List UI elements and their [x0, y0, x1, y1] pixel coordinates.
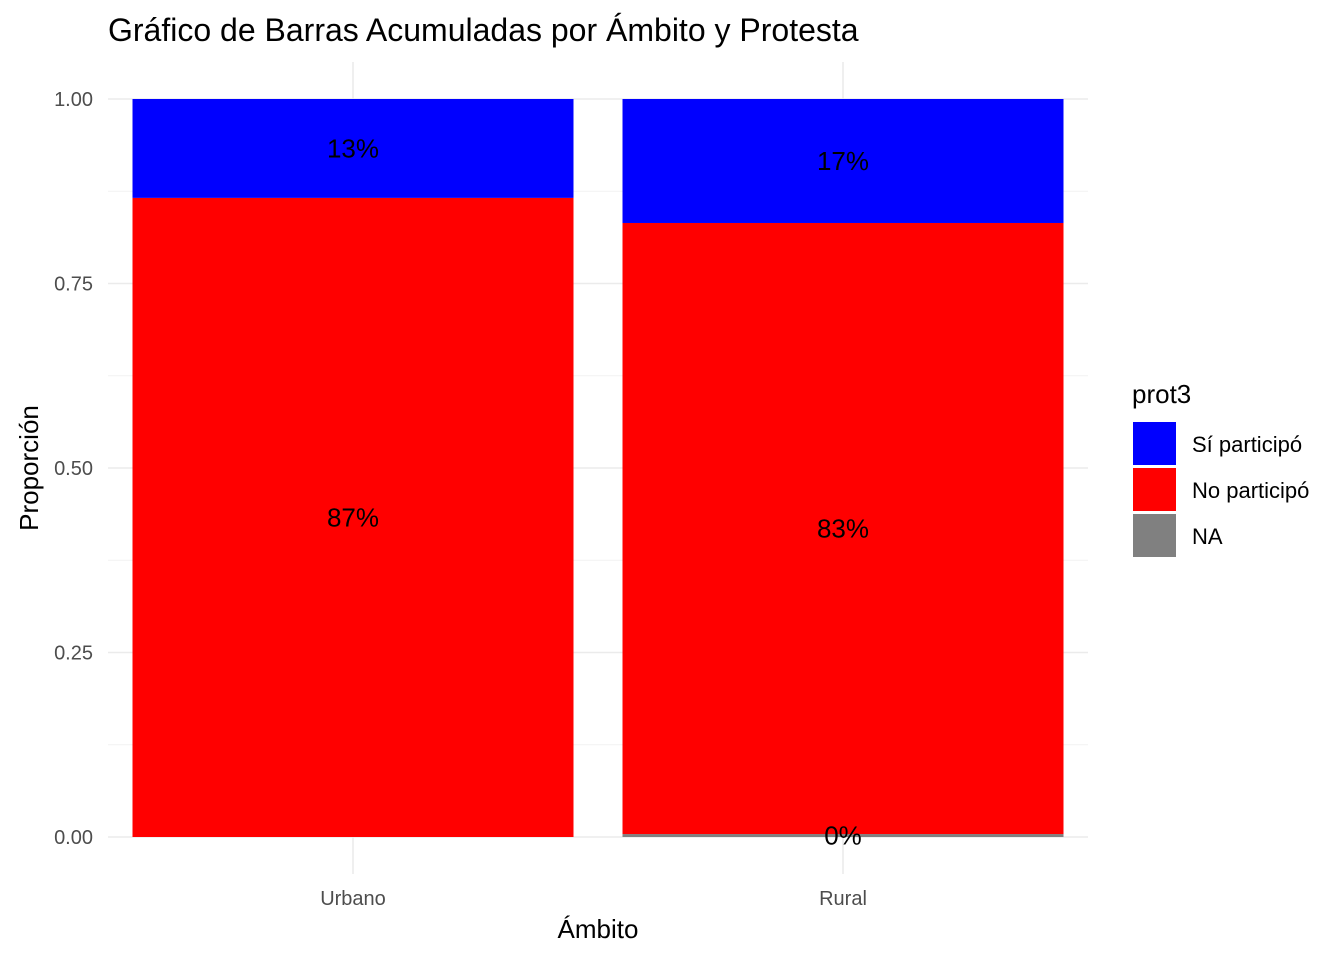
legend-label: No participó [1192, 478, 1309, 503]
legend: prot3 Sí participó No participó NA [1132, 379, 1309, 557]
legend-key [1133, 514, 1176, 557]
legend-key [1133, 468, 1176, 511]
y-axis: 0.00 0.25 0.50 0.75 1.00 [54, 89, 93, 849]
data-label: 13% [327, 133, 379, 163]
y-tick-label: 1.00 [54, 89, 93, 111]
data-label: 87% [327, 502, 379, 532]
y-tick-label: 0.50 [54, 458, 93, 480]
x-axis: Urbano Rural [320, 888, 867, 910]
legend-label: NA [1192, 524, 1223, 549]
legend-label: Sí participó [1192, 432, 1302, 457]
bar-segment [622, 222, 1064, 835]
x-tick-label: Rural [819, 888, 867, 910]
legend-title: prot3 [1132, 379, 1191, 409]
data-labels: 87% 13% 0% 83% 17% [327, 133, 869, 850]
x-axis-title: Ámbito [558, 914, 639, 944]
bars [132, 99, 1064, 838]
data-label: 17% [817, 146, 869, 176]
data-label: 0% [824, 821, 862, 851]
y-tick-label: 0.75 [54, 274, 93, 296]
x-tick-label: Urbano [320, 888, 386, 910]
legend-key [1133, 422, 1176, 465]
y-tick-label: 0.00 [54, 827, 93, 849]
y-tick-label: 0.25 [54, 643, 93, 665]
chart-title: Gráfico de Barras Acumuladas por Ámbito … [108, 12, 859, 48]
bar-segment [622, 99, 1064, 223]
y-axis-title: Proporción [14, 405, 44, 531]
bar-segment [132, 99, 574, 198]
data-label: 83% [817, 514, 869, 544]
bar-segment [622, 834, 1064, 837]
bar-segment [132, 197, 574, 838]
